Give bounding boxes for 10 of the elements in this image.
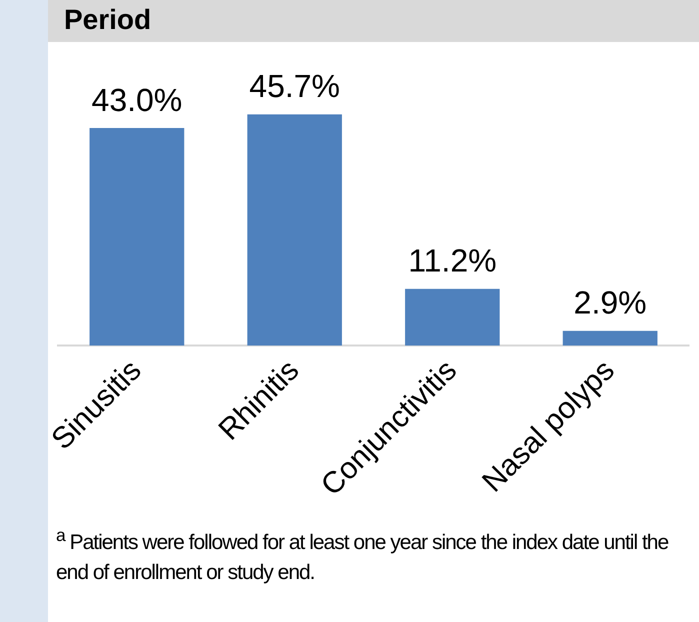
data-label: 11.2% (408, 242, 497, 279)
bar (90, 128, 184, 346)
bar (247, 114, 342, 346)
chart-title: Period (48, 0, 699, 42)
text: $^{a}$ Patients were followed for at least one year since the index date until the end of enrollment or study end. (55, 524, 670, 586)
bar (562, 330, 658, 346)
data-label: 43.0% (92, 82, 182, 118)
data-label: 45.7% (249, 68, 340, 104)
data-label: 2.9% (574, 284, 647, 321)
bar (405, 288, 500, 346)
